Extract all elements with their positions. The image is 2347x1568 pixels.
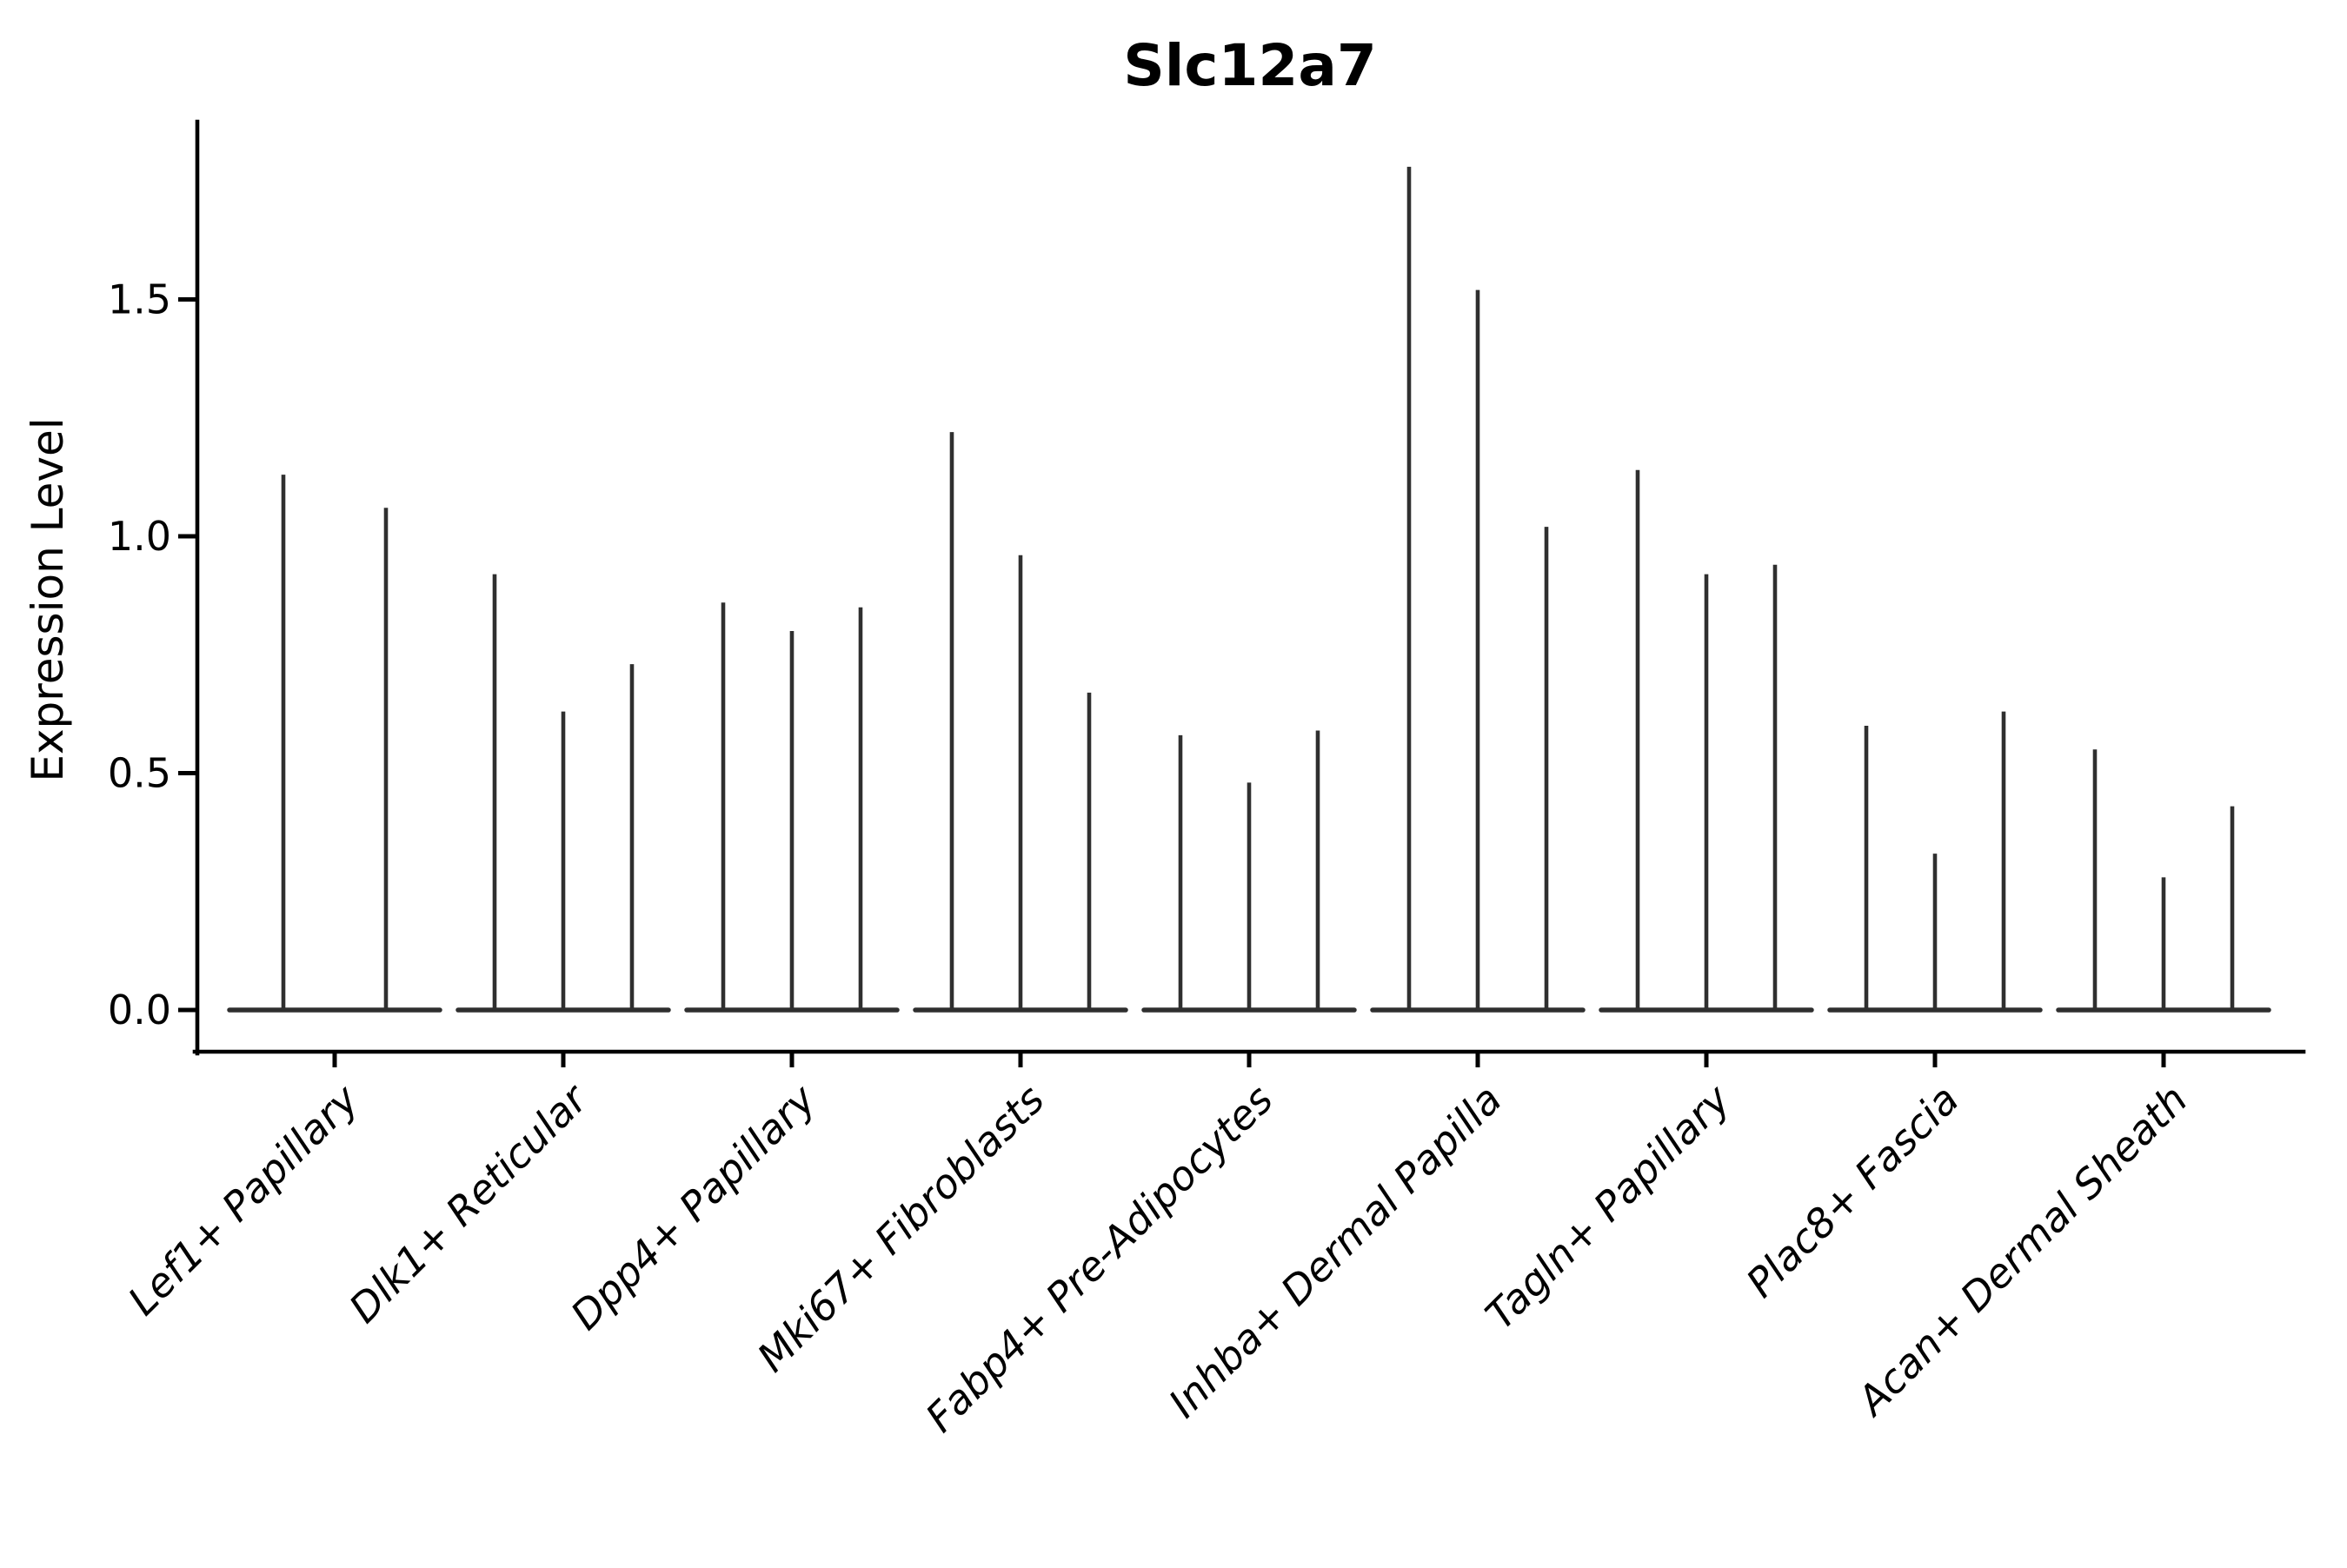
plot-title: Slc12a7 bbox=[1123, 32, 1377, 99]
x-axis-tick-label: Plac8+ Fascia bbox=[1737, 1076, 1967, 1306]
x-axis-tick-label: Dlk1+ Reticular bbox=[340, 1073, 598, 1332]
y-axis-tick-label: 0.5 bbox=[108, 750, 171, 797]
x-axis-tick-label: Lef1+ Papillary bbox=[119, 1075, 368, 1324]
y-axis-tick-label: 1.0 bbox=[108, 513, 171, 560]
y-axis-label: Expression Level bbox=[23, 417, 73, 781]
y-axis-tick-label: 1.5 bbox=[108, 276, 171, 323]
x-axis-tick-label: Tagln+ Papillary bbox=[1476, 1075, 1739, 1339]
violins bbox=[227, 166, 2271, 1013]
x-axis-tick-label: Dpp4+ Papillary bbox=[562, 1075, 825, 1339]
y-axis-tick-label: 0.0 bbox=[108, 987, 171, 1033]
y-axis-ticks: 0.0 0.5 1.0 1.5 bbox=[108, 276, 197, 1033]
